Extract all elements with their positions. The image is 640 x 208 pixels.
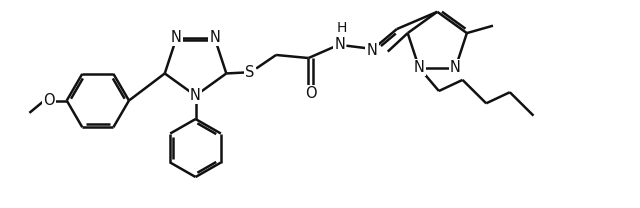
Text: N: N [209, 30, 220, 45]
Text: H: H [336, 21, 347, 35]
Text: N: N [367, 43, 378, 58]
Text: N: N [450, 60, 461, 75]
Text: N: N [190, 88, 201, 103]
Text: O: O [44, 93, 55, 108]
Text: N: N [171, 30, 182, 45]
Text: N: N [334, 37, 345, 52]
Text: S: S [245, 65, 255, 80]
Text: O: O [305, 86, 317, 101]
Text: N: N [413, 60, 424, 75]
